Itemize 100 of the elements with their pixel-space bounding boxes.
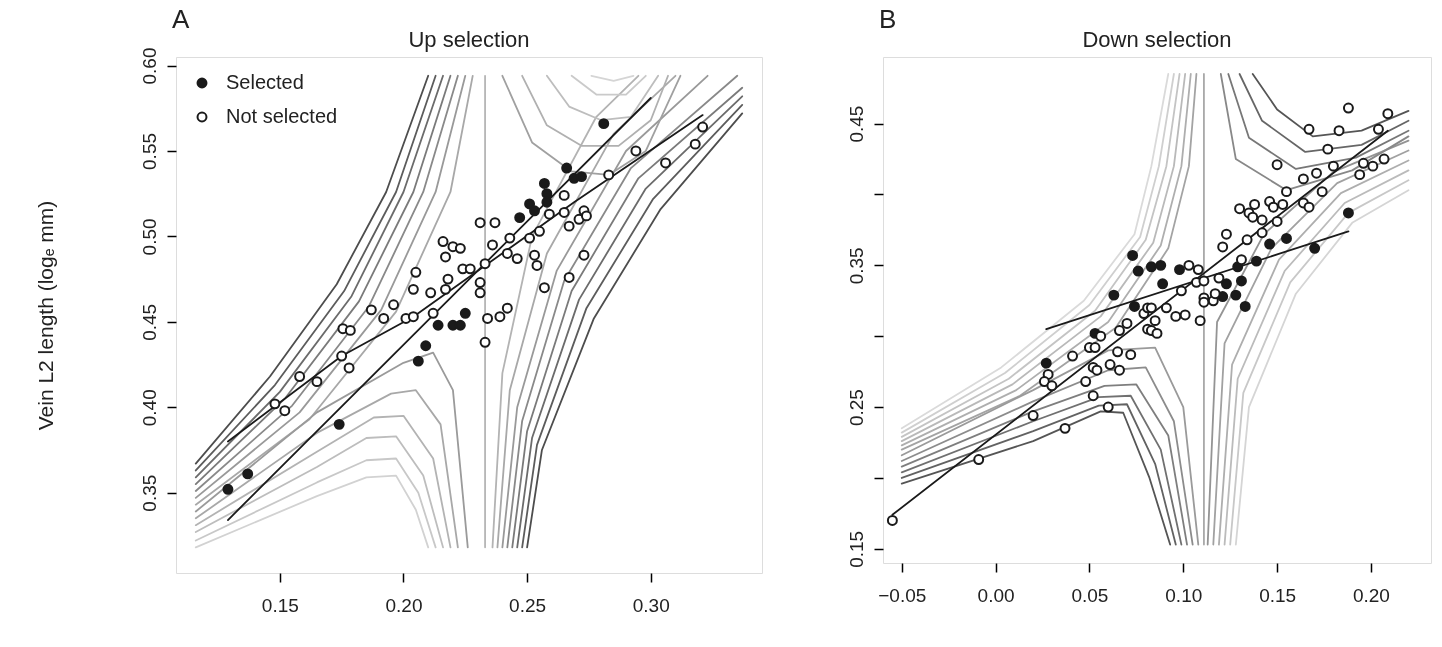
x-tick-label: 0.00	[977, 584, 1015, 606]
point	[1264, 238, 1276, 250]
point	[511, 253, 523, 265]
point	[442, 273, 454, 285]
point	[1235, 275, 1247, 287]
point	[501, 302, 513, 314]
point	[269, 398, 281, 410]
point	[524, 232, 536, 244]
point	[489, 217, 501, 229]
point	[504, 232, 516, 244]
y-tick-label: 0.35	[138, 474, 160, 512]
line-series	[1227, 73, 1410, 170]
y-tick-label: 0.35	[845, 247, 867, 285]
point	[344, 324, 356, 336]
point	[1157, 278, 1169, 290]
point	[378, 312, 390, 324]
line-series	[496, 74, 677, 549]
y-tick-label: 0.60	[138, 47, 160, 85]
point	[459, 307, 471, 319]
point	[1127, 249, 1139, 261]
point	[365, 304, 377, 316]
point	[420, 340, 432, 352]
point	[558, 189, 570, 201]
point	[279, 405, 291, 417]
line-series	[194, 474, 430, 549]
text: A	[172, 4, 190, 34]
y-tick-label: 0.15	[845, 530, 867, 568]
y-axis-title: Vein L2 length (logₑ mm)	[33, 200, 57, 431]
point	[1230, 289, 1242, 301]
line-series	[194, 389, 459, 549]
point	[294, 371, 306, 382]
point	[343, 362, 355, 374]
x-tick-label: 0.10	[1165, 584, 1203, 606]
point	[464, 263, 476, 275]
point	[689, 138, 701, 150]
point	[410, 266, 422, 278]
chart-title: Up selection	[408, 27, 530, 52]
point	[630, 145, 642, 157]
line-series	[1251, 73, 1410, 138]
point	[580, 210, 592, 222]
text: B	[879, 4, 897, 34]
point	[1281, 232, 1292, 244]
point	[407, 283, 419, 295]
x-tick-label: −0.05	[878, 584, 927, 606]
x-tick-label: 0.20	[1352, 584, 1390, 606]
x-tick-label: 0.30	[632, 594, 670, 616]
legend-label: Not selected	[226, 105, 338, 127]
y-tick-label: 0.25	[845, 389, 867, 427]
point	[222, 483, 234, 495]
point	[440, 251, 451, 263]
line-series	[194, 435, 444, 549]
point	[242, 468, 254, 480]
point	[531, 259, 543, 271]
y-tick-label: 0.45	[138, 303, 160, 341]
point	[494, 311, 506, 323]
x-tick-label: 0.25	[509, 594, 547, 616]
point	[1129, 300, 1140, 312]
point	[598, 118, 610, 130]
point	[482, 312, 494, 324]
y-tick-label: 0.50	[138, 218, 160, 256]
point	[425, 287, 437, 299]
line-series	[194, 457, 437, 549]
point	[1145, 261, 1157, 273]
point	[407, 311, 419, 323]
point	[603, 169, 615, 181]
point	[558, 207, 570, 218]
point	[1155, 259, 1167, 271]
x-tick-label: 0.15	[1259, 584, 1297, 606]
point	[479, 336, 491, 348]
point	[501, 248, 513, 259]
point	[563, 220, 575, 232]
point	[1040, 357, 1052, 369]
x-tick-label: 0.15	[261, 594, 299, 616]
point	[1174, 264, 1185, 276]
point	[529, 205, 540, 217]
point	[514, 212, 526, 224]
point	[474, 287, 486, 299]
point	[487, 239, 498, 251]
point	[538, 177, 550, 189]
line-series	[1238, 73, 1410, 153]
point	[576, 171, 587, 183]
legend-label: Selected	[226, 71, 304, 93]
point	[543, 208, 555, 220]
point	[437, 236, 449, 247]
point	[529, 249, 540, 261]
point	[427, 307, 439, 319]
point	[333, 418, 345, 430]
x-tick-label: 0.20	[385, 594, 423, 616]
y-tick-label: 0.55	[138, 132, 160, 170]
y-tick-label: 0.40	[138, 389, 160, 427]
point	[1239, 300, 1251, 312]
point	[538, 282, 550, 294]
point	[336, 350, 348, 362]
point	[474, 217, 486, 229]
point	[697, 121, 709, 133]
point	[660, 157, 672, 169]
point	[311, 376, 323, 388]
point	[534, 225, 545, 237]
point	[1250, 255, 1262, 267]
line-series	[194, 414, 452, 549]
